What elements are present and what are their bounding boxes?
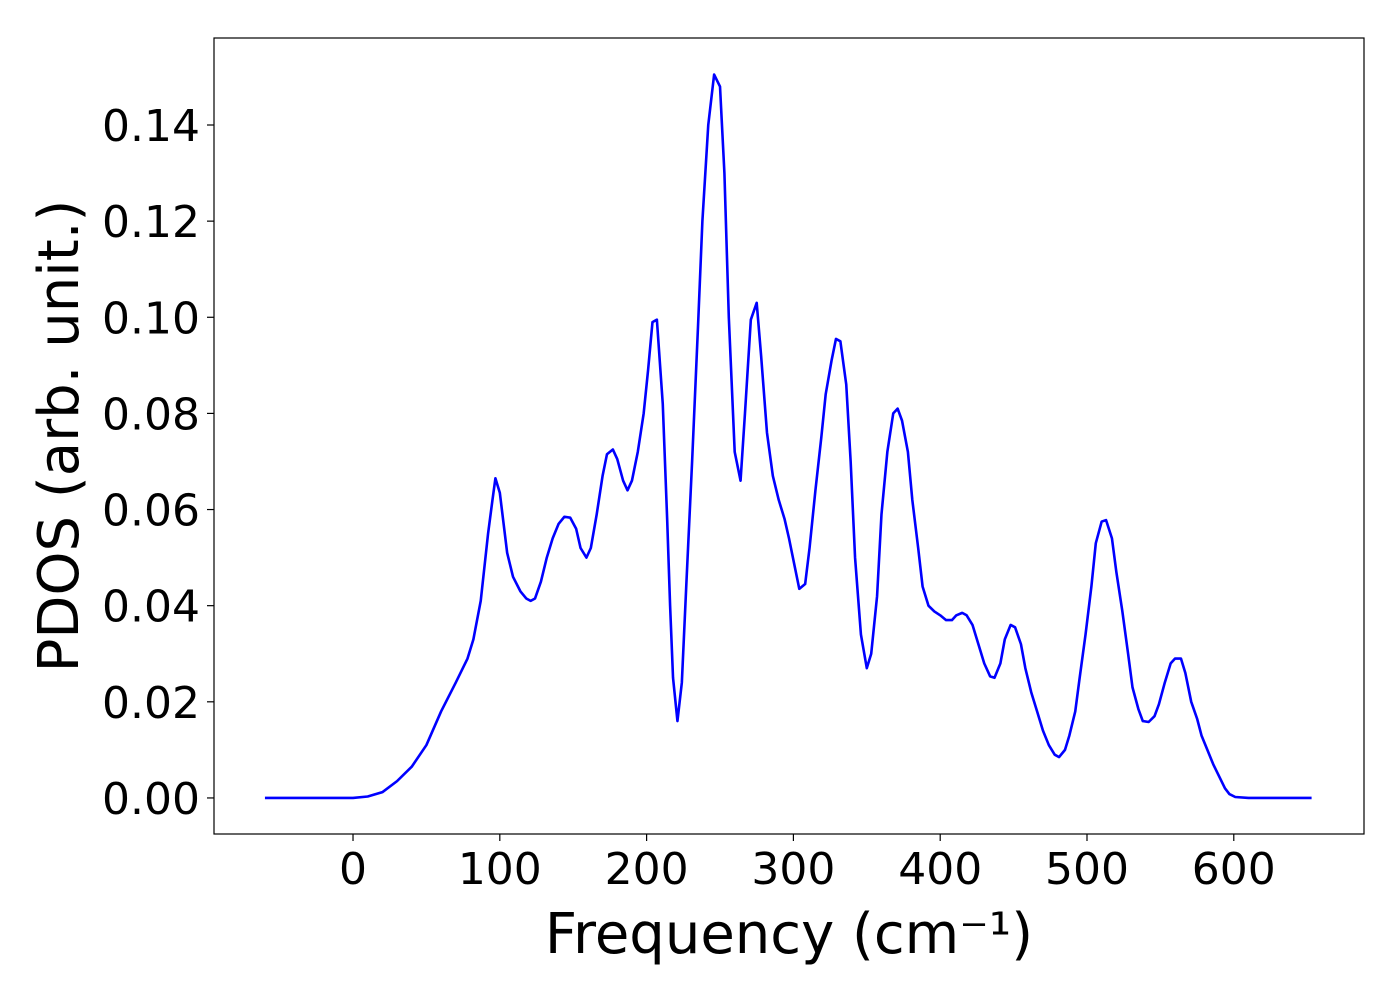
plot-frame xyxy=(213,37,1365,835)
y-tick-label: 0.08 xyxy=(102,389,200,440)
x-tick-label: 300 xyxy=(751,844,835,895)
x-tick-label: 400 xyxy=(898,844,982,895)
y-tick-label: 0.04 xyxy=(102,582,200,633)
data-line xyxy=(264,73,1312,800)
x-axis-label: Frequency (cm⁻¹) xyxy=(545,902,1033,967)
y-tick-label: 0.12 xyxy=(102,197,200,248)
y-tick-label: 0.00 xyxy=(102,774,200,825)
y-tick-label: 0.02 xyxy=(102,678,200,729)
x-tick-label: 0 xyxy=(339,844,367,895)
x-tick-label: 100 xyxy=(458,844,542,895)
y-tick-label: 0.14 xyxy=(102,101,200,152)
x-tick-label: 500 xyxy=(1045,844,1129,895)
y-tick-label: 0.06 xyxy=(102,486,200,537)
x-tick-label: 600 xyxy=(1192,844,1276,895)
y-tick-label: 0.10 xyxy=(102,293,200,344)
y-axis-label: PDOS (arb. unit.) xyxy=(27,200,92,673)
x-tick-label: 200 xyxy=(605,844,689,895)
